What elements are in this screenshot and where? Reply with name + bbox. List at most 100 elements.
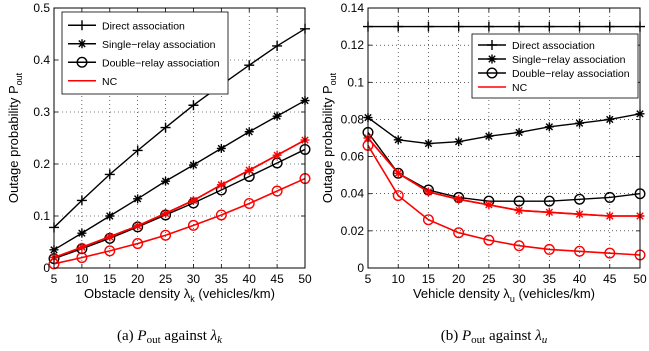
y-tick-label: 0.06 [341,150,365,164]
data-point [393,168,403,178]
chart-panel-a: 5 10 15 20 25 30 35 40 45 50 0 0.1 0.2 0.3 0.4 0.5 Direc… [6,1,312,346]
series-line [367,145,641,256]
data-point [244,60,255,71]
data-point [76,252,88,264]
series-line [53,28,306,228]
data-point [133,221,143,231]
x-tick-label: 20 [131,272,145,286]
data-point [484,131,494,141]
x-tick-label: 25 [159,272,173,286]
data-point [514,205,524,215]
x-tick-label: 35 [543,272,557,286]
data-point [272,150,282,160]
data-point [132,145,143,156]
y-tick-label: 0.02 [341,224,365,238]
data-point [484,200,494,210]
y-tick-label: 0.5 [33,1,50,15]
data-point [243,198,255,210]
y-tick-label: 0.12 [341,38,365,52]
data-point [76,195,87,206]
data-point [544,207,554,217]
data-point [104,245,116,257]
y-tick-label: 0.2 [33,157,50,171]
data-point [161,208,171,218]
series-line [53,99,306,251]
data-point [514,21,525,32]
series-line [53,177,306,265]
data-point [575,118,585,128]
x-tick-label: 15 [422,272,436,286]
data-point [392,190,404,202]
data-point [575,209,585,219]
data-point [544,21,555,32]
data-point [453,227,465,239]
data-point [604,191,616,203]
data-point [453,21,464,32]
chart-panel-b: 5 10 15 20 25 30 35 40 45 50 0 0.02 0.04 0.06 0.08 0.1 0… [320,1,647,346]
data-point [604,21,615,32]
legend: Direct association Single−relay associati… [61,11,229,95]
data-point [605,114,615,124]
data-point [423,139,433,149]
x-tick-label: 40 [243,272,257,286]
legend-label: NC [102,76,118,88]
series-line [367,137,640,217]
x-tick-label: 35 [215,272,229,286]
data-point [392,167,404,179]
x-tick-label: 30 [187,272,201,286]
data-point [244,165,254,175]
legend-marker [487,54,497,64]
y-tick-label: 0 [357,261,364,275]
data-point [105,211,115,221]
data-point [188,100,199,111]
legend-label: Single−relay association [512,54,626,66]
x-tick-label: 45 [603,272,617,286]
y-tick-label: 0.14 [341,1,365,15]
legend: Direct association Single−relay associati… [471,33,639,99]
caption: (b) Pout against λu [441,328,548,346]
x-tick-label: 10 [392,272,406,286]
x-tick-label: 20 [452,272,466,286]
y-tick-label: 0 [43,261,50,275]
data-point [77,242,87,252]
data-point [604,247,616,259]
data-point [161,176,171,186]
data-point [105,232,115,242]
data-point [215,209,227,221]
x-tick-label: 45 [270,272,284,286]
x-tick-label: 5 [365,272,372,286]
legend-marker [486,67,498,79]
data-point [216,143,226,153]
caption: (a) Pout against λk [117,328,223,346]
data-point [605,211,615,221]
data-point [393,21,404,32]
y-axis-label: Outage probability Pout [6,72,24,203]
x-tick-label: 15 [103,272,117,286]
data-point [423,21,434,32]
x-axis-label: Vehicle density λu (vehicles/km) [413,286,595,304]
data-point [160,122,171,133]
data-point [244,127,254,137]
legend-marker [77,20,87,31]
x-tick-label: 50 [633,272,647,286]
legend-marker [487,40,497,50]
data-point [513,240,525,252]
legend-label: Direct association [512,40,595,52]
x-axis-label: Obstacle density λk (vehicles/km) [84,286,275,304]
x-tick-label: 50 [298,272,312,286]
series-line [53,148,306,260]
data-point [574,193,586,205]
series-line [367,113,641,145]
data-point [271,185,283,197]
data-point [543,195,555,207]
data-point [188,195,198,205]
data-point [272,111,282,121]
data-point [393,135,403,145]
data-point [104,169,115,180]
data-point [454,194,464,204]
legend-marker [77,39,87,49]
y-tick-label: 0.3 [33,105,50,119]
legend-label: Single−relay association [102,39,216,51]
series-line [53,139,306,259]
